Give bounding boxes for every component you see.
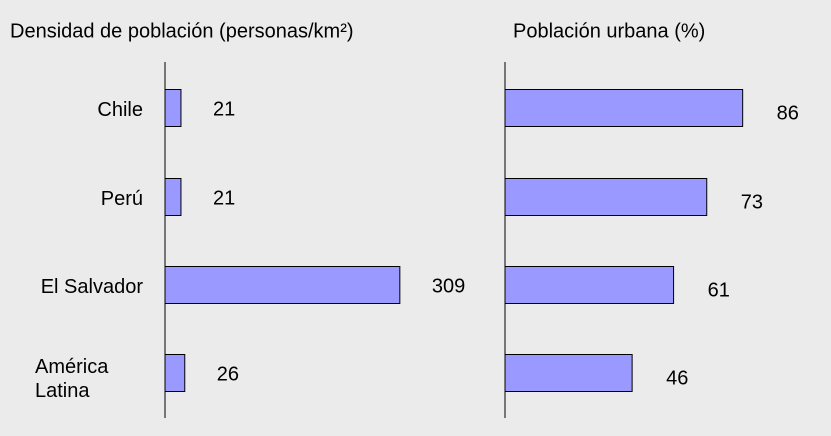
value-label: 21: [213, 98, 235, 120]
value-label: 309: [432, 275, 465, 297]
value-label: 21: [213, 187, 235, 209]
category-label: América Latina: [35, 356, 109, 402]
bar: [164, 178, 182, 216]
category-label: Chile: [97, 99, 143, 121]
bar: [164, 89, 182, 127]
bar: [164, 266, 401, 304]
category-label: Perú: [100, 188, 143, 210]
value-label: 26: [217, 363, 239, 385]
value-label: 73: [741, 191, 763, 213]
bar: [504, 354, 633, 392]
value-label: 61: [708, 279, 730, 301]
bar: [504, 178, 708, 216]
category-label: El Salvador: [40, 276, 143, 298]
value-label: 46: [666, 367, 688, 389]
bar: [164, 354, 186, 392]
chart-title: Población urbana (%): [513, 20, 705, 42]
value-label: 86: [777, 102, 799, 124]
bar: [504, 89, 744, 127]
chart-title: Densidad de población (personas/km²): [10, 20, 354, 42]
bar: [504, 266, 675, 304]
